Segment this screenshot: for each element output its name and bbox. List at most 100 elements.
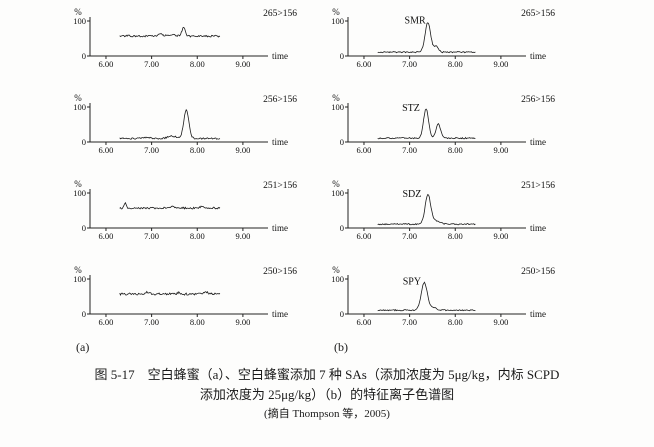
axes (347, 103, 526, 143)
chromatogram-b1: %100 0 6.00 7.00 8.00 9.00 time 265>156 SMR (331, 7, 555, 69)
transition-label: 250>156 (263, 267, 297, 277)
panel-b4: % 100 0 6.00 7.00 8.00 9.00 time 250>156 SPY (308, 264, 560, 334)
panel-a3: % 100 0 6.00 7.00 8.00 9.00 time 251>156 (50, 178, 302, 248)
axes (89, 189, 268, 229)
figure-caption: 图 5-17 空白蜂蜜（a）、空白蜂蜜添加 7 种 SAs（添加浓度为 5μg/… (0, 365, 654, 423)
chromatogram-trace (119, 26, 221, 38)
xtick-label: 7.00 (144, 231, 159, 241)
ytick-label-100: 100 (331, 102, 344, 112)
y-axis-unit-label: % (74, 179, 82, 189)
xtick-label: 9.00 (235, 317, 250, 327)
x-axis-label-time: time (272, 137, 288, 147)
x-axis-label-time: time (272, 223, 288, 233)
xtick-label: 7.00 (402, 231, 417, 241)
xtick-label: 8.00 (448, 59, 463, 69)
ytick-label-0: 0 (82, 137, 86, 147)
column-a: % 100 0 6.00 7.00 8.00 9.00 time 265>156% 100 0 6.0… (50, 6, 302, 350)
ytick-label-0: 0 (82, 51, 86, 61)
transition-label: 256>156 (521, 95, 555, 105)
axes (347, 17, 526, 57)
chromatogram-a1: %100 0 6.00 7.00 8.00 9.00 time 265>156 (73, 7, 297, 69)
axes (89, 17, 268, 57)
xtick-label: 6.00 (357, 317, 372, 327)
column-label-a: (a) (76, 340, 90, 354)
chromatogram-grid: % 100 0 6.00 7.00 8.00 9.00 time 265>156% 100 0 6.0… (0, 6, 654, 350)
ytick-label-100: 100 (73, 188, 86, 198)
ytick-label-100: 100 (73, 102, 86, 112)
x-axis-label-time: time (272, 309, 288, 319)
axes (347, 189, 526, 229)
y-axis-unit-label: % (74, 93, 82, 103)
panel-a4: % 100 0 6.00 7.00 8.00 9.00 time 250>156 (50, 264, 302, 334)
caption-source: (摘自 Thompson 等，2005) (264, 408, 390, 420)
panel-b2: % 100 0 6.00 7.00 8.00 9.00 time 256>156 STZ (308, 92, 560, 162)
chromatogram-trace (119, 290, 221, 296)
xtick-label: 8.00 (190, 317, 205, 327)
panel-b3: % 100 0 6.00 7.00 8.00 9.00 time 251>156 SDZ (308, 178, 560, 248)
xtick-label: 9.00 (235, 231, 250, 241)
xtick-label: 9.00 (493, 59, 508, 69)
panel-a2: % 100 0 6.00 7.00 8.00 9.00 time 256>156 (50, 92, 302, 162)
xtick-label: 6.00 (99, 59, 114, 69)
xtick-label: 6.00 (357, 145, 372, 155)
chromatogram-trace (119, 201, 221, 210)
ytick-label-0: 0 (82, 223, 86, 233)
chromatogram-a3: %100 0 6.00 7.00 8.00 9.00 time 251>156 (73, 179, 297, 241)
xtick-label: 6.00 (99, 145, 114, 155)
transition-label: 250>156 (521, 267, 555, 277)
y-axis-unit-label: % (74, 265, 82, 275)
ytick-label-100: 100 (73, 16, 86, 26)
transition-label: 265>156 (521, 9, 555, 19)
xtick-label: 6.00 (99, 231, 114, 241)
x-axis-label-time: time (530, 309, 546, 319)
chromatogram-trace (377, 22, 476, 54)
axes (89, 103, 268, 143)
xtick-label: 9.00 (235, 145, 250, 155)
xtick-label: 7.00 (144, 59, 159, 69)
panel-a1: % 100 0 6.00 7.00 8.00 9.00 time 265>156 (50, 6, 302, 76)
y-axis-unit-label: % (332, 93, 340, 103)
peak-label-stz: STZ (402, 103, 420, 114)
ytick-label-0: 0 (82, 309, 86, 319)
transition-label: 265>156 (263, 9, 297, 19)
transition-label: 251>156 (263, 181, 297, 191)
xtick-label: 6.00 (357, 59, 372, 69)
caption-line-1: 图 5-17 空白蜂蜜（a）、空白蜂蜜添加 7 种 SAs（添加浓度为 5μg/… (94, 367, 560, 382)
xtick-label: 9.00 (235, 59, 250, 69)
chromatogram-trace (377, 193, 476, 226)
y-axis-unit-label: % (332, 7, 340, 17)
x-axis-label-time: time (272, 51, 288, 61)
x-axis-label-time: time (530, 223, 546, 233)
xtick-label: 9.00 (493, 231, 508, 241)
y-axis-unit-label: % (332, 179, 340, 189)
chromatogram-trace (119, 108, 221, 140)
xtick-label: 8.00 (190, 231, 205, 241)
chromatogram-a4: %100 0 6.00 7.00 8.00 9.00 time 250>156 (73, 265, 297, 327)
chromatogram-trace (377, 281, 476, 312)
axes (347, 275, 526, 315)
ytick-label-0: 0 (340, 223, 344, 233)
peak-label-smr: SMR (405, 15, 426, 26)
xtick-label: 9.00 (493, 145, 508, 155)
y-axis-unit-label: % (332, 265, 340, 275)
xtick-label: 8.00 (190, 145, 205, 155)
transition-label: 256>156 (263, 95, 297, 105)
xtick-label: 9.00 (493, 317, 508, 327)
xtick-label: 7.00 (144, 317, 159, 327)
column-b: % 100 0 6.00 7.00 8.00 9.00 time 265>156 SMR% 100 0… (308, 6, 560, 350)
xtick-label: 8.00 (448, 145, 463, 155)
xtick-label: 8.00 (448, 231, 463, 241)
chromatogram-b2: %100 0 6.00 7.00 8.00 9.00 time 256>156 STZ (331, 93, 555, 155)
x-axis-label-time: time (530, 137, 546, 147)
panel-b1: % 100 0 6.00 7.00 8.00 9.00 time 265>156 SMR (308, 6, 560, 76)
figure-page: % 100 0 6.00 7.00 8.00 9.00 time 265>156% 100 0 6.0… (0, 6, 654, 423)
chromatogram-trace (377, 108, 476, 140)
xtick-label: 6.00 (99, 317, 114, 327)
peak-label-sdz: SDZ (402, 189, 421, 200)
xtick-label: 7.00 (402, 317, 417, 327)
x-axis-label-time: time (530, 51, 546, 61)
transition-label: 251>156 (521, 181, 555, 191)
ytick-label-100: 100 (331, 16, 344, 26)
xtick-label: 7.00 (402, 59, 417, 69)
ytick-label-0: 0 (340, 137, 344, 147)
